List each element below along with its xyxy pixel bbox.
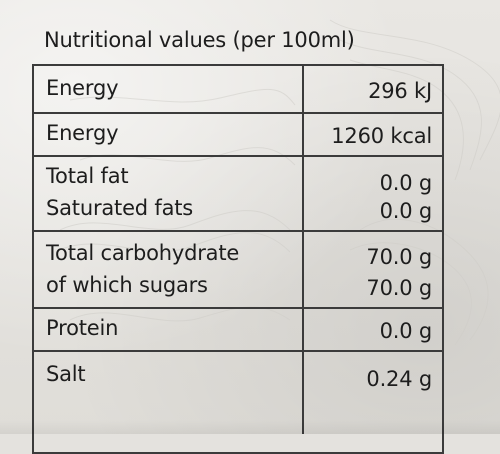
nutrient-label-total-carbohydrate: Total carbohydrate <box>46 241 240 265</box>
nutrient-label-total-fat: Total fat <box>46 164 129 188</box>
nutrient-value-total-carbohydrate: 70.0 g <box>366 245 432 269</box>
nutrient-value-total-fat: 0.0 g <box>379 171 433 195</box>
nutrient-value-energy-kcal: 1260 kcal <box>331 124 432 148</box>
nutrient-value-protein: 0.0 g <box>379 319 433 343</box>
nutrient-label-energy-kj: Energy <box>46 76 119 100</box>
nutrient-label-sugars: of which sugars <box>46 273 208 297</box>
row-divider <box>32 350 444 352</box>
row-divider <box>32 230 444 232</box>
nutrition-table-title: Nutritional values (per 100ml) <box>44 28 355 52</box>
row-divider <box>32 155 444 157</box>
nutrient-label-energy-kcal: Energy <box>46 121 119 145</box>
nutrient-value-energy-kj: 296 kJ <box>368 79 432 103</box>
nutrient-value-salt: 0.24 g <box>366 367 432 391</box>
row-divider <box>32 307 444 309</box>
nutrient-value-sugars: 70.0 g <box>366 276 432 300</box>
nutrient-value-saturated-fats: 0.0 g <box>379 199 433 223</box>
nutrient-label-salt: Salt <box>46 362 86 386</box>
nutrient-label-saturated-fats: Saturated fats <box>46 196 194 220</box>
row-divider <box>32 112 444 114</box>
column-divider <box>302 64 304 434</box>
bottom-shadow <box>0 420 500 434</box>
nutrient-label-protein: Protein <box>46 316 119 340</box>
label-background <box>0 0 500 434</box>
